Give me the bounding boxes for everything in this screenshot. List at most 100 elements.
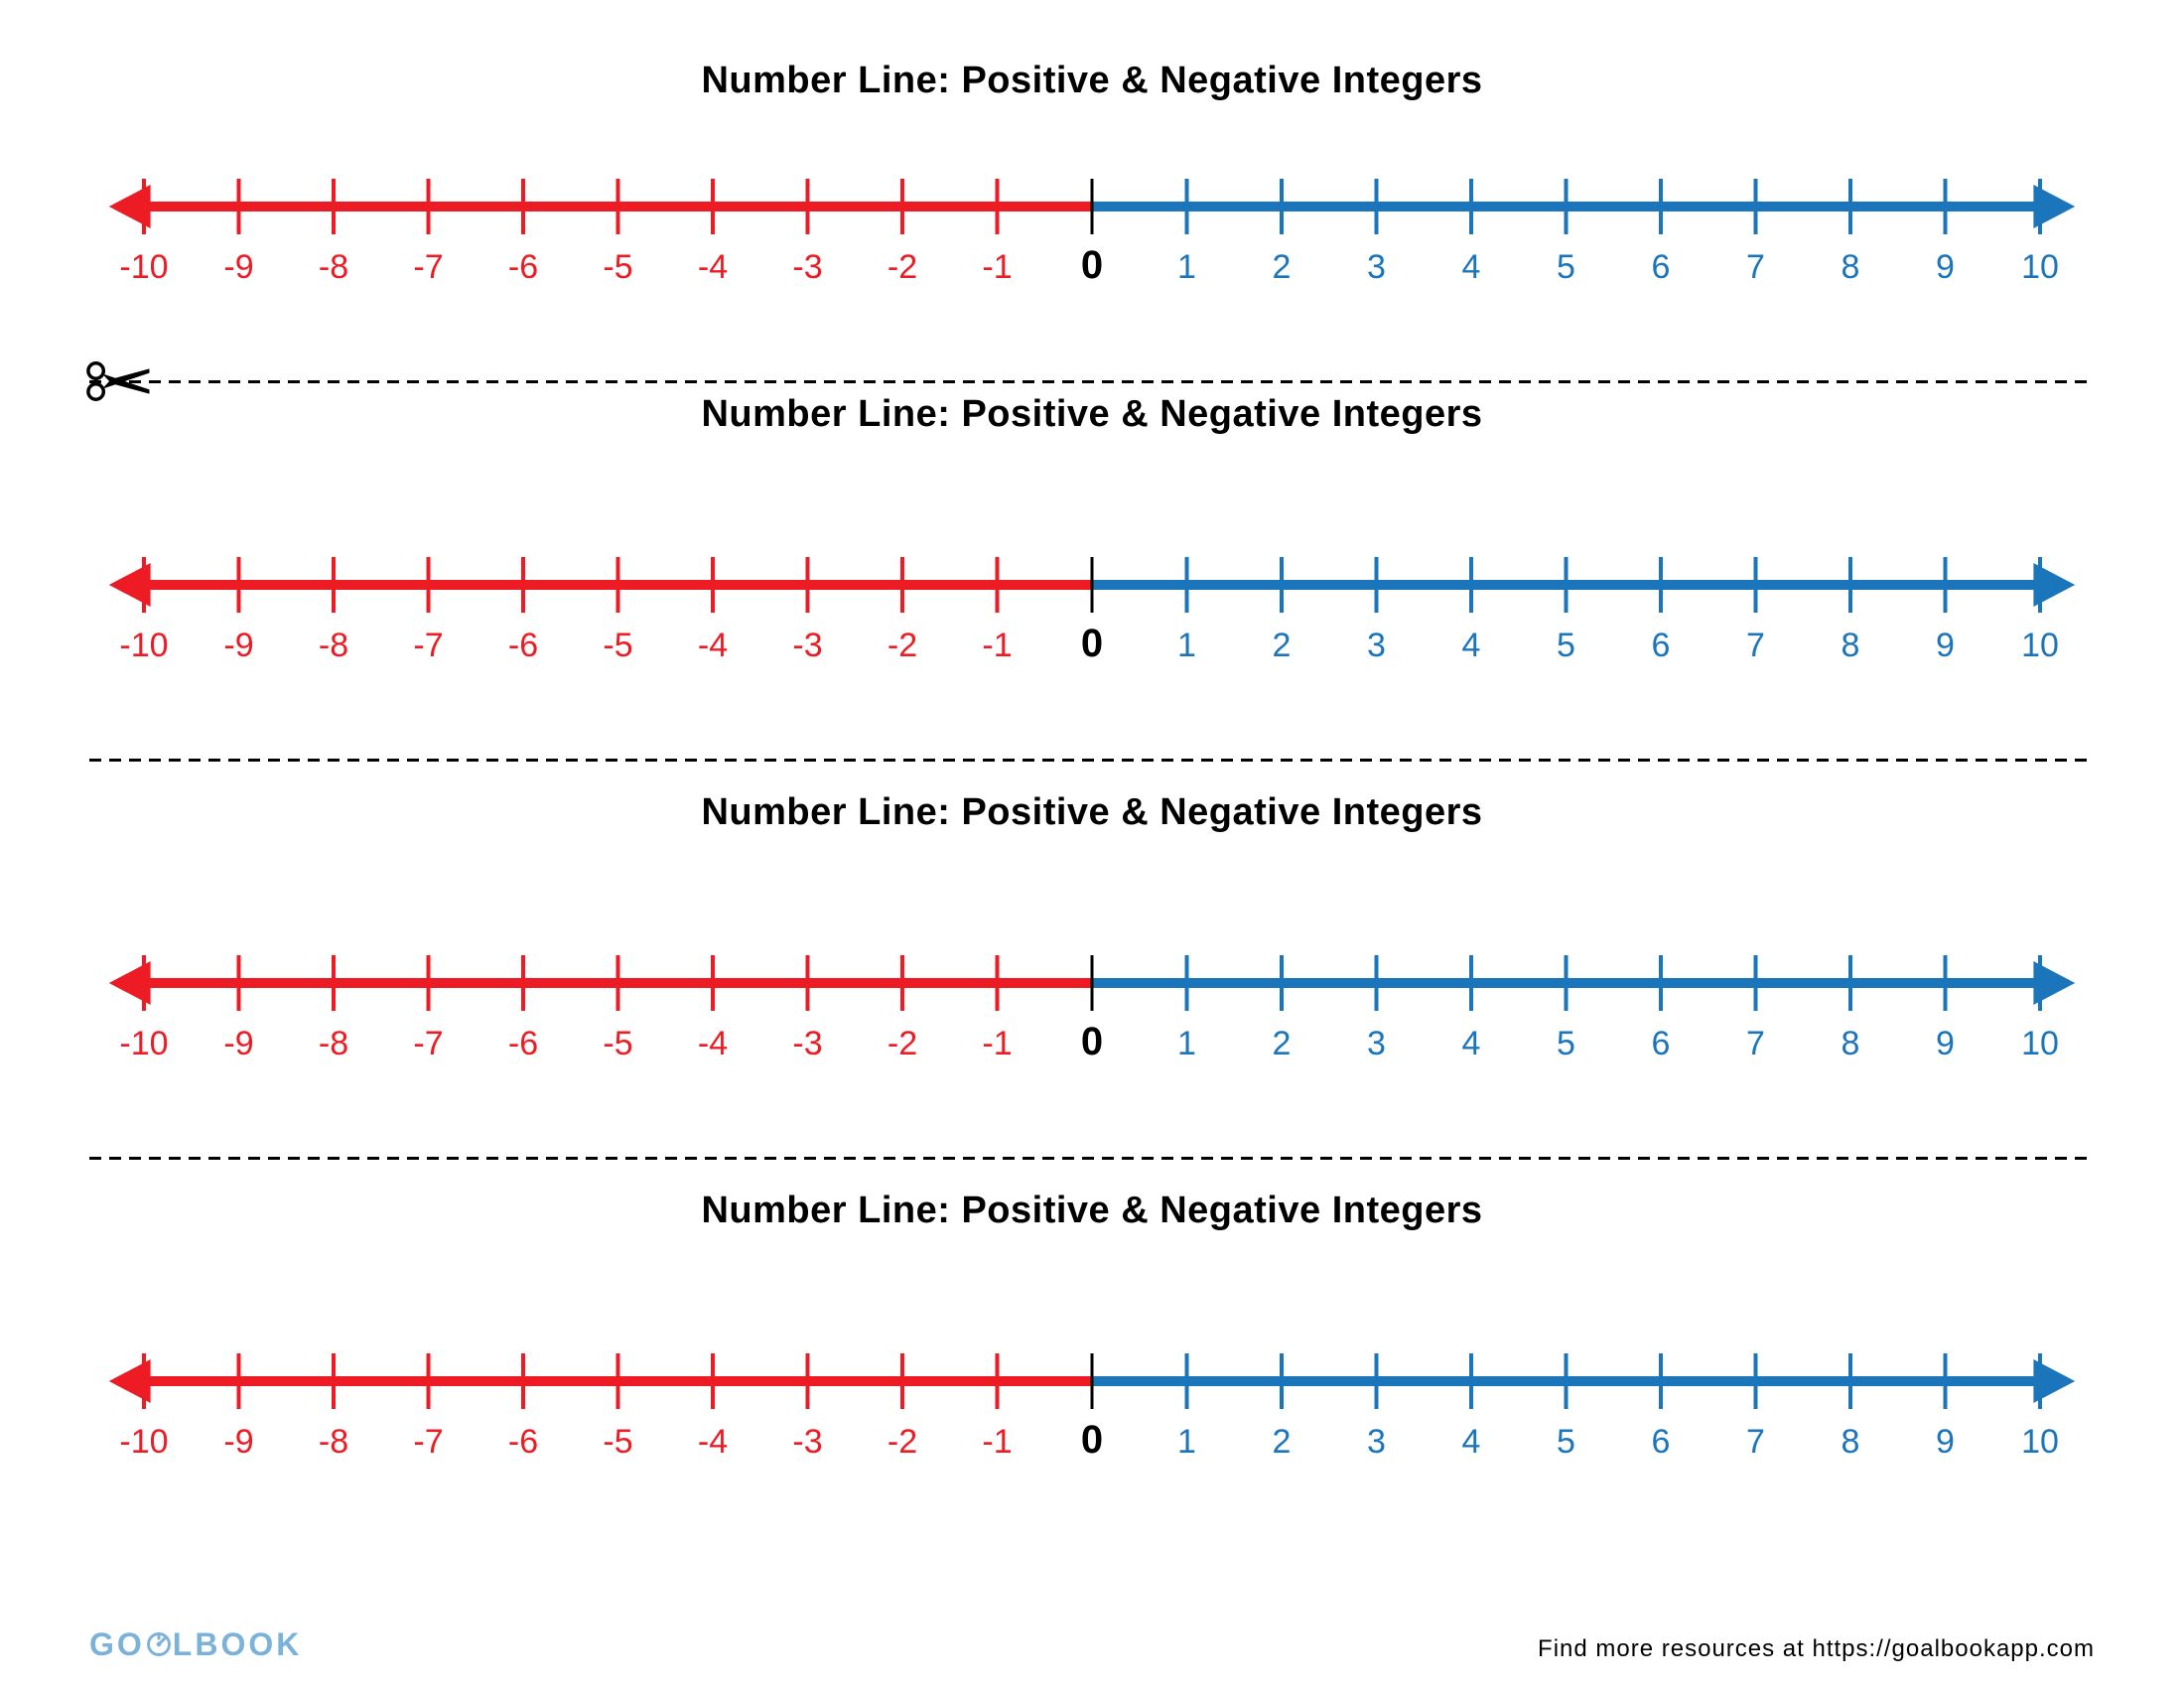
- label--4: -4: [698, 248, 728, 286]
- label--9: -9: [223, 627, 253, 664]
- section-title: Number Line: Positive & Negative Integer…: [89, 1190, 2095, 1232]
- label--3: -3: [792, 627, 822, 664]
- label-1: 1: [1177, 1423, 1196, 1461]
- label-5: 5: [1557, 1423, 1575, 1461]
- label--8: -8: [319, 1025, 348, 1062]
- label-4: 4: [1462, 627, 1481, 664]
- label-4: 4: [1462, 248, 1481, 286]
- logo-text-1: GO: [89, 1626, 145, 1662]
- brand-logo: GO LBOOK: [89, 1626, 302, 1663]
- label-6: 6: [1652, 627, 1671, 664]
- label-2: 2: [1273, 627, 1292, 664]
- cut-line: [89, 1157, 2095, 1160]
- footer-resource-text: Find more resources at https://goalbooka…: [1538, 1635, 2095, 1663]
- label-3: 3: [1367, 248, 1386, 286]
- label-7: 7: [1746, 1423, 1765, 1461]
- label-8: 8: [1842, 248, 1860, 286]
- label--1: -1: [982, 1423, 1012, 1461]
- label--5: -5: [603, 1423, 632, 1461]
- label-3: 3: [1367, 627, 1386, 664]
- label-10: 10: [2021, 248, 2059, 286]
- number-line-svg: -10-9-8-7-6-5-4-3-2-1012345678910: [104, 933, 2080, 1112]
- label--5: -5: [603, 1025, 632, 1062]
- numberline-section-2: Number Line: Positive & Negative Integer…: [89, 393, 2095, 762]
- label--2: -2: [887, 248, 917, 286]
- label-9: 9: [1936, 1025, 1955, 1062]
- label-8: 8: [1842, 627, 1860, 664]
- label-7: 7: [1746, 627, 1765, 664]
- label--2: -2: [887, 1025, 917, 1062]
- label-5: 5: [1557, 1025, 1575, 1062]
- label--10: -10: [119, 1423, 168, 1461]
- cut-line: [89, 380, 2095, 383]
- label-9: 9: [1936, 248, 1955, 286]
- label-6: 6: [1652, 1025, 1671, 1062]
- label--10: -10: [119, 1025, 168, 1062]
- numberline-section-1: Number Line: Positive & Negative Integer…: [89, 60, 2095, 383]
- label-9: 9: [1936, 1423, 1955, 1461]
- number-line-svg: -10-9-8-7-6-5-4-3-2-1012345678910: [104, 535, 2080, 714]
- label-1: 1: [1177, 1025, 1196, 1062]
- label--4: -4: [698, 1025, 728, 1062]
- section-title: Number Line: Positive & Negative Integer…: [89, 393, 2095, 436]
- cut-line-row: [89, 1157, 2095, 1160]
- label-6: 6: [1652, 248, 1671, 286]
- numberline: -10-9-8-7-6-5-4-3-2-1012345678910: [104, 157, 2080, 341]
- numberline-section-4: Number Line: Positive & Negative Integer…: [89, 1190, 2095, 1515]
- label-10: 10: [2021, 1025, 2059, 1062]
- label--6: -6: [508, 1423, 538, 1461]
- section-title: Number Line: Positive & Negative Integer…: [89, 60, 2095, 102]
- numberline: -10-9-8-7-6-5-4-3-2-1012345678910: [104, 1332, 2080, 1515]
- logo-text-2: LBOOK: [173, 1626, 303, 1662]
- label-2: 2: [1273, 1423, 1292, 1461]
- label-1: 1: [1177, 627, 1196, 664]
- label--7: -7: [413, 248, 443, 286]
- footer-prefix: Find more resources at: [1538, 1635, 1812, 1662]
- label--8: -8: [319, 627, 348, 664]
- numberline: -10-9-8-7-6-5-4-3-2-1012345678910: [104, 933, 2080, 1117]
- label--7: -7: [413, 1423, 443, 1461]
- label-10: 10: [2021, 627, 2059, 664]
- label-7: 7: [1746, 1025, 1765, 1062]
- label--8: -8: [319, 1423, 348, 1461]
- label--1: -1: [982, 248, 1012, 286]
- label-3: 3: [1367, 1423, 1386, 1461]
- label--9: -9: [223, 1025, 253, 1062]
- label--5: -5: [603, 248, 632, 286]
- label--3: -3: [792, 1423, 822, 1461]
- label-5: 5: [1557, 248, 1575, 286]
- numberline: -10-9-8-7-6-5-4-3-2-1012345678910: [104, 535, 2080, 719]
- label-9: 9: [1936, 627, 1955, 664]
- label-0: 0: [1081, 1020, 1103, 1063]
- label-4: 4: [1462, 1423, 1481, 1461]
- label--9: -9: [223, 1423, 253, 1461]
- label-8: 8: [1842, 1423, 1860, 1461]
- label-10: 10: [2021, 1423, 2059, 1461]
- label--3: -3: [792, 1025, 822, 1062]
- label--3: -3: [792, 248, 822, 286]
- number-line-svg: -10-9-8-7-6-5-4-3-2-1012345678910: [104, 1332, 2080, 1510]
- label--1: -1: [982, 1025, 1012, 1062]
- footer-link[interactable]: https://goalbookapp.com: [1812, 1635, 2095, 1662]
- cut-line-row: [89, 759, 2095, 762]
- cut-line-row: [89, 380, 2095, 383]
- label--2: -2: [887, 627, 917, 664]
- label-5: 5: [1557, 627, 1575, 664]
- number-line-svg: -10-9-8-7-6-5-4-3-2-1012345678910: [104, 157, 2080, 336]
- label-7: 7: [1746, 248, 1765, 286]
- label--4: -4: [698, 627, 728, 664]
- label-2: 2: [1273, 1025, 1292, 1062]
- label--7: -7: [413, 1025, 443, 1062]
- label--6: -6: [508, 248, 538, 286]
- label--4: -4: [698, 1423, 728, 1461]
- page-footer: GO LBOOK Find more resources at https://g…: [89, 1626, 2095, 1663]
- label--9: -9: [223, 248, 253, 286]
- label--10: -10: [119, 248, 168, 286]
- label-1: 1: [1177, 248, 1196, 286]
- label--5: -5: [603, 627, 632, 664]
- label--7: -7: [413, 627, 443, 664]
- label-6: 6: [1652, 1423, 1671, 1461]
- label--8: -8: [319, 248, 348, 286]
- label-4: 4: [1462, 1025, 1481, 1062]
- label-0: 0: [1081, 1418, 1103, 1462]
